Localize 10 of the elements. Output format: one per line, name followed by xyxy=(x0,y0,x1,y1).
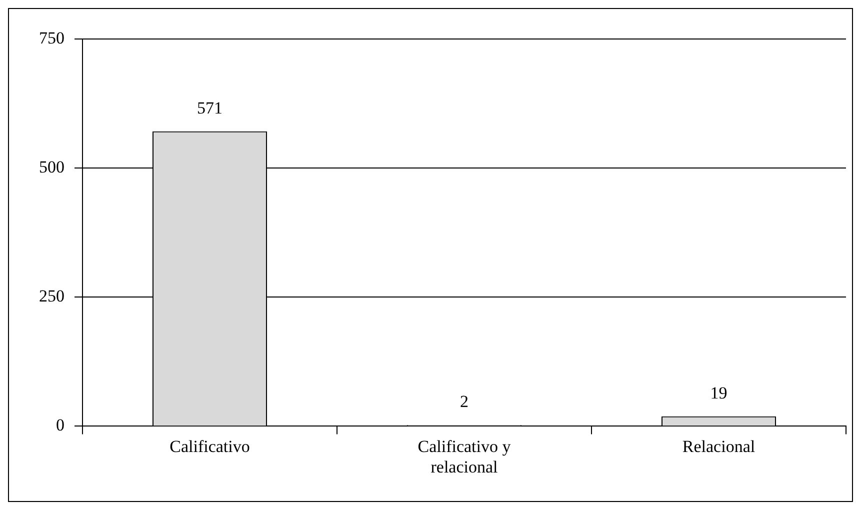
data-label: 19 xyxy=(710,383,728,402)
x-tick-label: Calificativo y relacional xyxy=(418,436,512,476)
y-tick-label: 750 xyxy=(39,28,64,48)
data-label: 571 xyxy=(197,98,222,118)
data-label: 2 xyxy=(460,392,468,412)
y-tick-label: 250 xyxy=(39,286,64,306)
y-tick-label: 500 xyxy=(39,158,64,177)
x-tick-label: Calificativo xyxy=(170,436,250,456)
x-tick-label: Relacional xyxy=(682,436,756,456)
y-tick-label: 0 xyxy=(56,416,64,435)
